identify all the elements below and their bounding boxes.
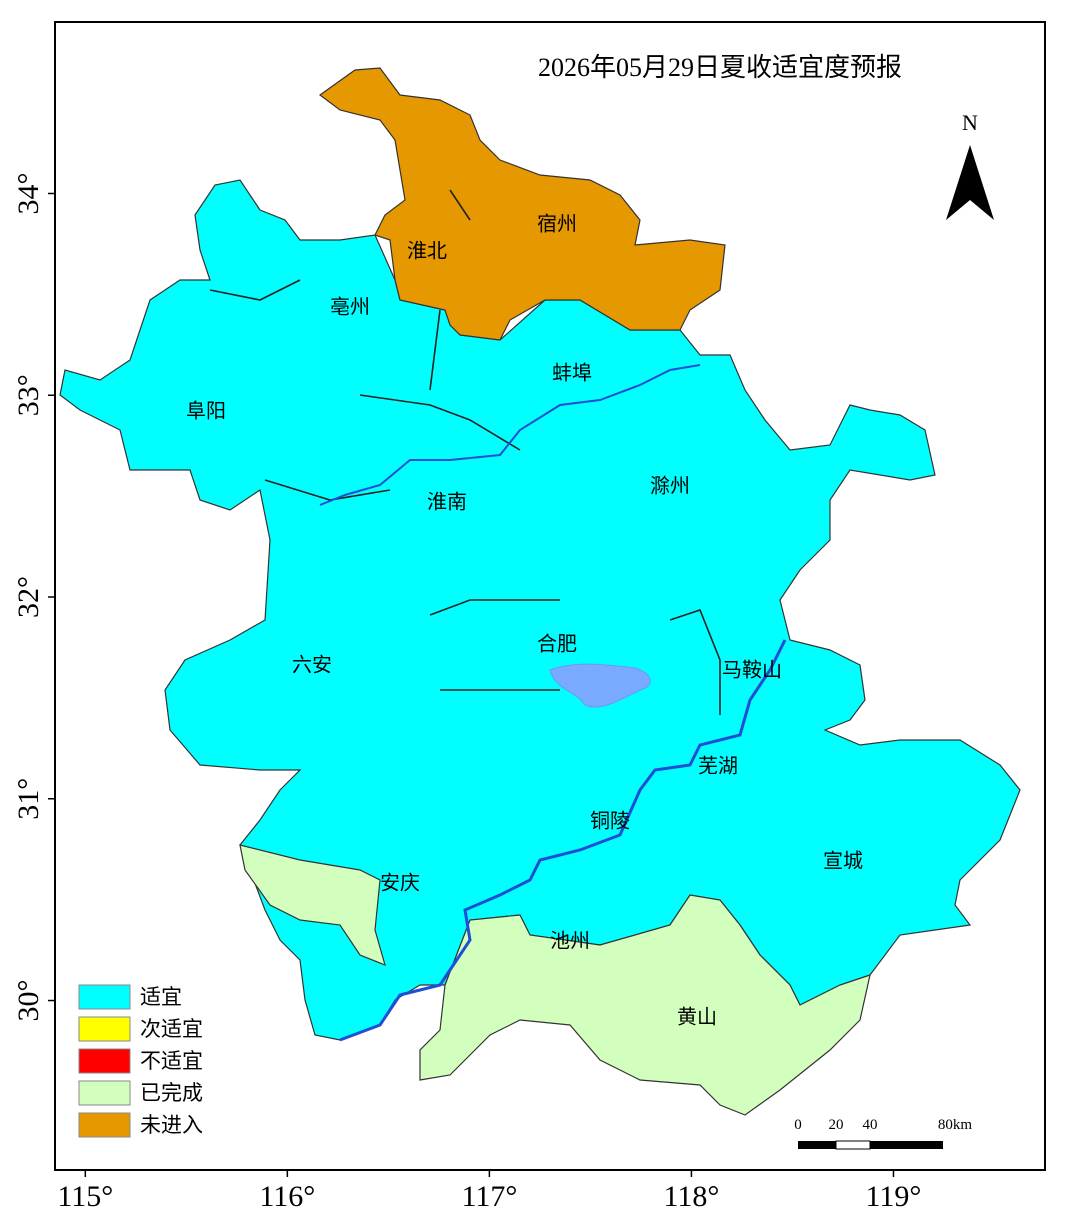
regions [59, 67, 1021, 1116]
city-boundaries [209, 189, 721, 715]
city-label: 安庆 [380, 871, 420, 895]
y-tick-label: 31° [12, 778, 45, 820]
region-not-entered [318, 67, 726, 341]
river [319, 364, 701, 506]
map-title: 2026年05月29日夏收适宜度预报 [538, 53, 902, 82]
legend-swatch [78, 1016, 131, 1042]
scale-label: 20 [829, 1117, 844, 1133]
north-arrow [946, 145, 994, 220]
legend-swatch [78, 1080, 131, 1106]
city-label: 宣城 [823, 849, 863, 873]
boundary [209, 279, 301, 301]
legend-label: 已完成 [140, 1081, 203, 1105]
y-tick-label: 34° [12, 172, 45, 214]
y-tick-label: 33° [12, 374, 45, 416]
city-label: 芜湖 [698, 754, 738, 778]
city-label: 阜阳 [186, 399, 226, 423]
x-tick-label: 117° [461, 1180, 517, 1213]
city-label: 淮南 [427, 490, 467, 514]
y-tick-label: 30° [12, 980, 45, 1022]
legend-swatch [78, 984, 131, 1010]
legend-swatch [78, 1048, 131, 1074]
scale-segment [870, 1141, 943, 1149]
river [339, 639, 787, 1042]
legend-swatch [78, 1112, 131, 1138]
boundary [359, 394, 521, 451]
region-finished [239, 844, 386, 967]
city-label: 池州 [550, 929, 590, 953]
scale-segment [798, 1141, 836, 1149]
y-tick-label: 32° [12, 576, 45, 618]
scale-segment [835, 1140, 871, 1150]
boundary [669, 609, 721, 715]
x-tick-label: 115° [57, 1180, 113, 1213]
legend-label: 不适宜 [140, 1049, 203, 1073]
north-label: N [962, 110, 978, 135]
scale-label: 80km [938, 1117, 973, 1133]
legend-label: 次适宜 [140, 1017, 203, 1041]
city-label: 亳州 [330, 295, 370, 319]
region-finished [419, 894, 871, 1116]
x-tick-label: 119° [866, 1180, 922, 1213]
scale-label: 40 [863, 1117, 878, 1133]
city-label: 宿州 [537, 212, 577, 236]
city-label: 六安 [292, 653, 332, 677]
scale-label: 0 [794, 1117, 802, 1133]
legend-label: 适宜 [140, 985, 182, 1009]
city-label: 铜陵 [590, 809, 630, 833]
axes: 115° 116° 117° 118° 119° 30° 31° 32° 33° 34° [12, 172, 921, 1213]
city-label: 滁州 [650, 474, 690, 498]
x-tick-label: 118° [663, 1180, 719, 1213]
city-label: 淮北 [407, 239, 447, 263]
city-label: 蚌埠 [552, 361, 592, 385]
boundary [449, 189, 471, 221]
boundary [429, 599, 560, 616]
city-label: 合肥 [537, 632, 577, 656]
x-tick-label: 116° [259, 1180, 315, 1213]
city-label: 马鞍山 [722, 658, 782, 682]
scale-bar: 0 20 40 80km [794, 1117, 973, 1150]
city-label: 黄山 [677, 1005, 717, 1029]
lake [549, 663, 651, 708]
boundary [429, 309, 441, 391]
legend-label: 未进入 [140, 1113, 203, 1137]
